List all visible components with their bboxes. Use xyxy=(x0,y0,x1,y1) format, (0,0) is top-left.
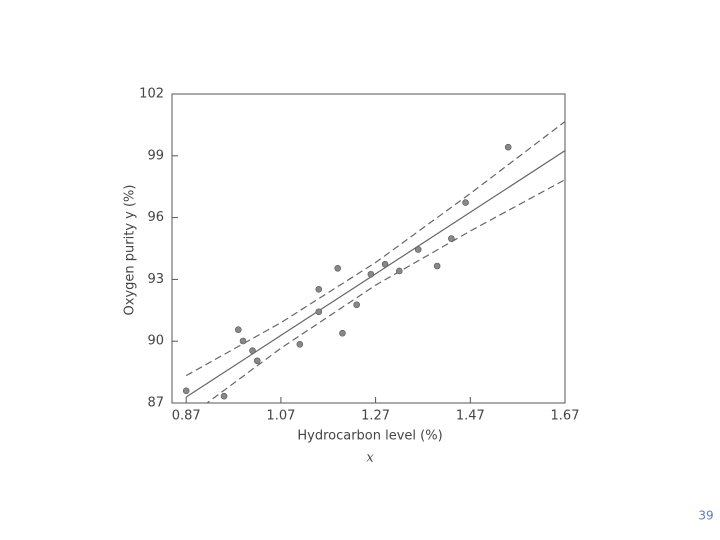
regression-line xyxy=(185,150,565,398)
data-point xyxy=(448,235,455,242)
data-point xyxy=(462,199,469,206)
data-point xyxy=(395,267,403,275)
y-tick-label: 90 xyxy=(147,334,164,349)
data-point xyxy=(234,326,242,333)
data-point xyxy=(182,387,190,395)
data-point xyxy=(253,357,261,365)
data-point xyxy=(315,285,323,293)
data-point xyxy=(334,264,342,272)
data-point xyxy=(353,301,360,309)
data-point xyxy=(296,340,304,348)
data-point xyxy=(381,260,389,268)
data-point xyxy=(239,337,247,345)
data-point xyxy=(367,270,375,278)
y-tick-label: 87 xyxy=(147,396,164,411)
page-number: 39 xyxy=(698,509,713,523)
x-tick-label: 1.47 xyxy=(456,409,485,424)
plot-area xyxy=(182,121,565,403)
data-point xyxy=(220,392,228,400)
x-tick-label: 1.07 xyxy=(266,409,295,424)
y-tick-label: 96 xyxy=(147,210,164,225)
data-point xyxy=(339,329,346,337)
plot-frame xyxy=(171,93,566,404)
y-axis-label: Oxygen purity y (%) xyxy=(123,185,138,316)
data-point xyxy=(414,246,422,253)
y-tick-label: 93 xyxy=(147,272,164,287)
x-axis-label: Hydrocarbon level (%) xyxy=(297,429,442,444)
confidence-band xyxy=(206,179,565,403)
data-point xyxy=(433,262,441,270)
y-tick-label: 99 xyxy=(147,148,164,163)
x-tick-label: 0.87 xyxy=(172,409,201,424)
data-point xyxy=(504,143,512,151)
confidence-band xyxy=(185,121,565,377)
x-tick-label: 1.27 xyxy=(361,409,390,424)
y-tick-label: 102 xyxy=(139,87,164,102)
data-point xyxy=(315,308,323,316)
x-symbol: x xyxy=(366,451,374,466)
data-point xyxy=(249,347,256,354)
x-tick-label: 1.67 xyxy=(551,409,580,424)
